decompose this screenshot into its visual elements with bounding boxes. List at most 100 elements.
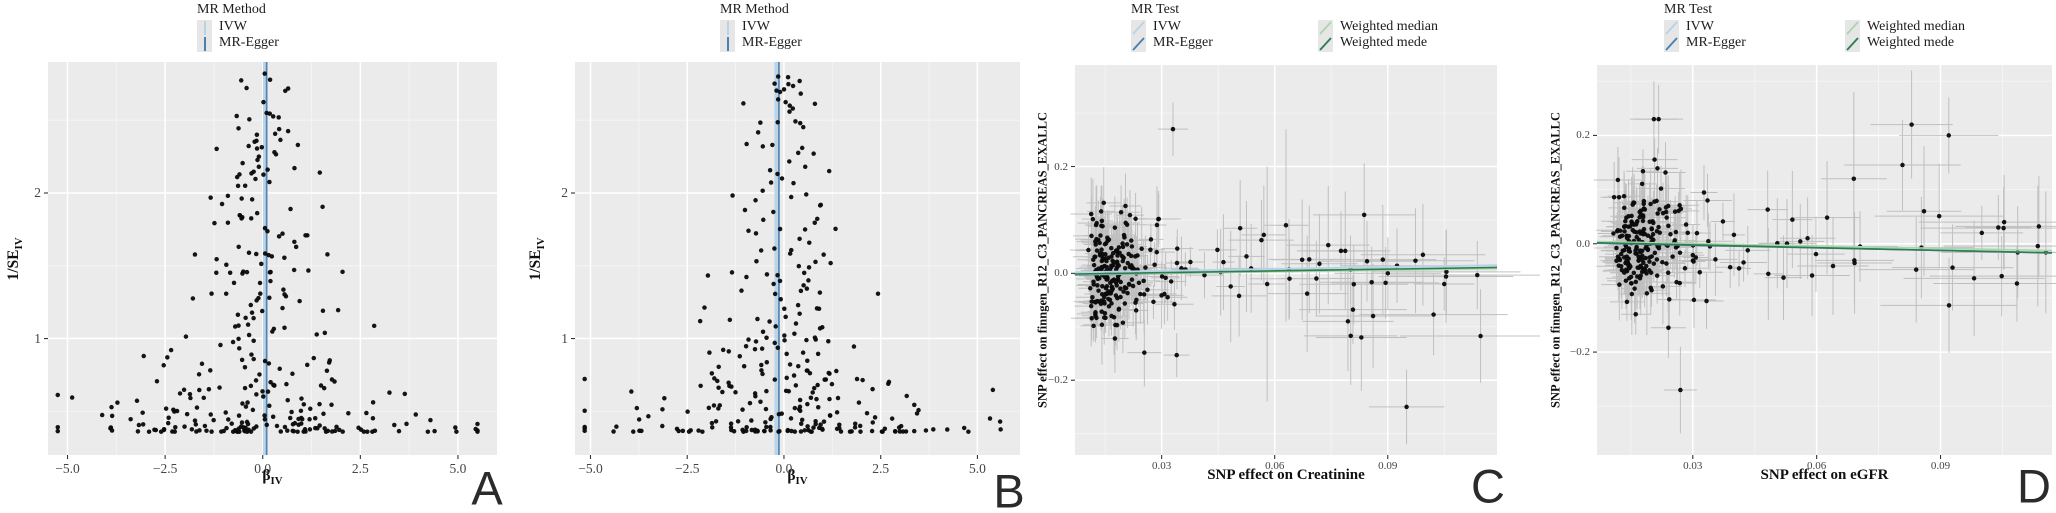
panel-d-x-axis-label: SNP effect on eGFR xyxy=(1761,467,1889,484)
legend-item-weighted-mede: Weighted mede xyxy=(1318,36,1438,52)
legend-item-label: MR-Egger xyxy=(742,35,802,51)
legend-item-mr-egger: MR-Egger xyxy=(197,36,279,52)
panel-c: MR Test IVW MR-Egger Weighted median Weighte… xyxy=(1030,0,1540,513)
x-tick-label: −2.5 xyxy=(152,461,178,476)
x-tick-label: −5.0 xyxy=(55,461,80,476)
y-tick-label: 2 xyxy=(34,185,41,200)
x-tick-label: 2.5 xyxy=(872,461,890,476)
legend-item-label: MR-Egger xyxy=(1686,35,1746,51)
panel-a: MR Method IVW MR-Egger 1/SEIV βIV A −5.0 −2… xyxy=(0,0,520,513)
x-axis-label-text: β xyxy=(262,467,271,484)
legend-item-label: MR-Egger xyxy=(219,35,279,51)
legend-item-ivw: IVW xyxy=(720,20,802,36)
panel-d-legend: MR Test IVW MR-Egger Weighted median Weighte… xyxy=(1664,2,1965,52)
panel-b-letter: B xyxy=(993,464,1025,513)
diagonal-line-swatch-icon xyxy=(1664,19,1679,36)
trend-line-weighted-median xyxy=(1596,240,2053,252)
panel-d-y-axis-label: SNP effect on finngen_R12_C3_PANCREAS_EX… xyxy=(1549,112,1564,408)
legend-item-weighted-median: Weighted median xyxy=(1845,20,1965,36)
legend-item-label: IVW xyxy=(219,19,247,35)
vertical-line-swatch-icon xyxy=(720,19,735,36)
tick-marks xyxy=(1071,165,1389,459)
vertical-line-swatch-icon xyxy=(197,19,212,36)
legend-columns: IVW MR-Egger Weighted median Weighted mede xyxy=(1131,20,1438,52)
panel-c-x-axis-label: SNP effect on Creatinine xyxy=(1207,467,1365,484)
panel-b: MR Method IVW MR-Egger 1/SEIV βIV B −5.0 −2… xyxy=(520,0,1030,513)
legend-item-weighted-mede: Weighted mede xyxy=(1845,36,1965,52)
trend-line-ivw xyxy=(1074,264,1498,274)
x-tick-label: 5.0 xyxy=(968,461,986,476)
panel-b-legend: MR Method IVW MR-Egger xyxy=(720,2,802,52)
x-tick-label: 0.09 xyxy=(1378,460,1398,472)
y-axis-label-text: SNP effect on finngen_R12_C3_PANCREAS_EX… xyxy=(1548,112,1563,408)
trend-line-weighted-mede xyxy=(1596,241,2053,254)
diagonal-line-swatch-icon xyxy=(1131,35,1146,52)
x-tick-label: 0.06 xyxy=(1265,460,1285,472)
legend-item-mr-egger: MR-Egger xyxy=(1664,36,1845,52)
panel-c-y-axis-label: SNP effect on finngen_R12_C3_PANCREAS_EX… xyxy=(1036,112,1051,408)
legend-item-label: Weighted median xyxy=(1340,19,1439,35)
scatter-points xyxy=(582,74,1003,434)
panel-a-plot xyxy=(44,62,497,459)
y-axis-label-sub: IV xyxy=(535,236,548,250)
legend-item-mr-egger: MR-Egger xyxy=(1131,36,1318,52)
panel-c-letter: C xyxy=(1471,459,1505,513)
tick-marks xyxy=(44,192,459,459)
y-tick-label: 0.0 xyxy=(1576,237,1590,250)
y-tick-label: 0.2 xyxy=(1576,129,1590,142)
tick-marks xyxy=(1593,134,1942,459)
legend-item-ivw: IVW xyxy=(1131,20,1318,36)
y-tick-label: 0.2 xyxy=(1054,160,1068,173)
x-tick-label: −5.0 xyxy=(578,461,603,476)
panel-b-x-axis-label: βIV xyxy=(787,467,807,487)
y-tick-label: −0.2 xyxy=(1570,346,1590,359)
legend-title: MR Test xyxy=(1664,2,1713,17)
legend-item-label: Weighted median xyxy=(1867,19,1966,35)
y-axis-label-sub: IV xyxy=(13,236,26,250)
y-axis-label-text: 1/SE xyxy=(526,249,544,281)
legend-item-ivw: IVW xyxy=(197,20,279,36)
x-tick-label: 0.03 xyxy=(1152,460,1172,472)
diagonal-line-swatch-icon xyxy=(1318,35,1333,52)
legend-column: IVW MR-Egger xyxy=(1664,20,1845,52)
x-tick-label: 0.09 xyxy=(1930,460,1951,472)
x-axis-label-sub: IV xyxy=(795,475,808,488)
x-axis-label-text: SNP effect on Creatinine xyxy=(1207,467,1365,483)
y-tick-label: 2 xyxy=(561,185,568,200)
legend-title: MR Method xyxy=(720,2,789,17)
panel-a-legend: MR Method IVW MR-Egger xyxy=(197,2,279,52)
legend-item-label: IVW xyxy=(742,19,770,35)
panel-b-plot xyxy=(571,62,1020,459)
panel-b-y-axis-label: 1/SEIV xyxy=(527,237,547,280)
y-tick-label: 0.0 xyxy=(1054,267,1068,280)
y-axis-label-text: SNP effect on finngen_R12_C3_PANCREAS_EX… xyxy=(1035,112,1050,408)
x-tick-label: 0.0 xyxy=(775,461,793,476)
panel-c-legend: MR Test IVW MR-Egger Weighted median Weighte… xyxy=(1131,2,1438,52)
x-tick-label: −2.5 xyxy=(674,461,700,476)
legend-column: IVW MR-Egger xyxy=(1131,20,1318,52)
panel-c-plot xyxy=(1069,65,1540,459)
y-axis-label-text: 1/SE xyxy=(4,249,22,281)
scatter-points xyxy=(55,71,480,434)
trend-line-weighted-mede xyxy=(1074,266,1498,275)
vertical-line-swatch-icon xyxy=(720,35,735,52)
diagonal-line-swatch-icon xyxy=(1131,19,1146,36)
legend-item-mr-egger: MR-Egger xyxy=(720,36,802,52)
x-axis-label-text: SNP effect on eGFR xyxy=(1760,467,1889,483)
legend-title: MR Test xyxy=(1131,2,1180,17)
panel-d: MR Test IVW MR-Egger Weighted median Weighte… xyxy=(1540,0,2056,513)
x-tick-label: 0.03 xyxy=(1683,460,1703,472)
y-tick-label: −0.2 xyxy=(1048,374,1068,387)
legend-column: Weighted median Weighted mede xyxy=(1845,20,1965,52)
legend-title: MR Method xyxy=(197,2,266,17)
diagonal-line-swatch-icon xyxy=(1318,19,1333,36)
x-tick-label: 2.5 xyxy=(351,461,369,476)
diagonal-line-swatch-icon xyxy=(1664,35,1679,52)
x-tick-label: 0.0 xyxy=(254,461,272,476)
x-tick-label: 0.06 xyxy=(1807,460,1827,472)
panel-d-plot xyxy=(1593,65,2056,459)
legend-item-ivw: IVW xyxy=(1664,20,1845,36)
x-axis-label-text: β xyxy=(787,467,796,484)
y-tick-label: 1 xyxy=(34,330,41,346)
